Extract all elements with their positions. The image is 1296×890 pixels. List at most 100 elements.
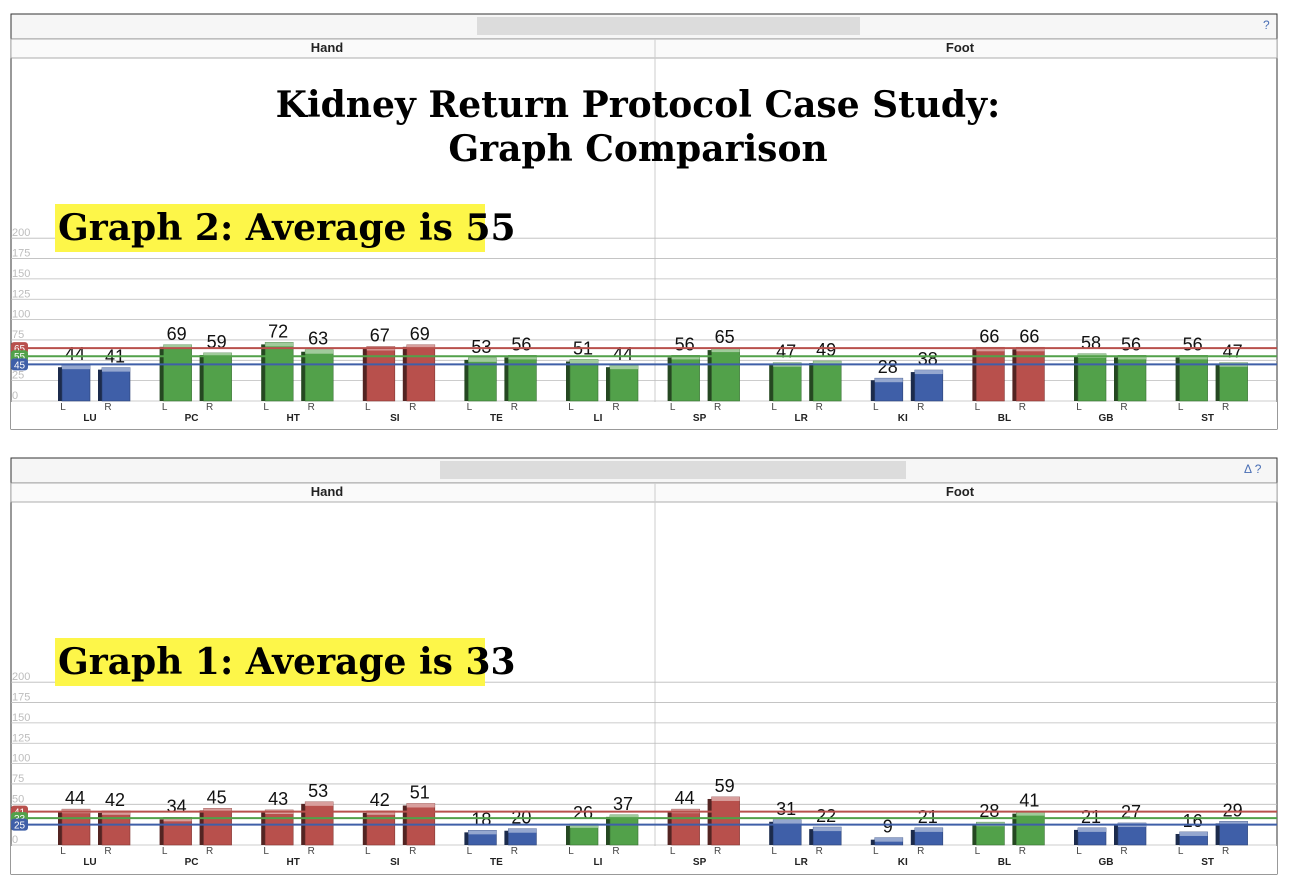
side-label-r: R <box>511 402 518 413</box>
bar-side <box>972 824 977 845</box>
data-label: 65 <box>715 327 735 347</box>
y-tick-label: 175 <box>12 248 30 260</box>
bar-si-l <box>366 810 396 846</box>
bar-top <box>1179 831 1208 836</box>
bar-side <box>1215 364 1220 401</box>
bar-top <box>508 828 537 833</box>
y-tick-label: 25 <box>12 370 24 382</box>
side-label-r: R <box>714 846 721 857</box>
bar-gb-r <box>1117 355 1147 402</box>
bar-ht-r <box>304 801 334 846</box>
graph-label-highlight <box>55 638 485 686</box>
bar-top <box>1179 355 1208 360</box>
side-label-r: R <box>1019 846 1026 857</box>
category-label: ST <box>1201 413 1214 424</box>
side-label-l: L <box>1178 846 1184 857</box>
section-header <box>10 482 1278 503</box>
y-tick-label: 125 <box>12 288 30 300</box>
bar-top <box>305 349 334 354</box>
data-label: 44 <box>65 788 85 808</box>
data-label: 34 <box>167 796 187 816</box>
bar-top <box>366 810 395 815</box>
side-label-r: R <box>308 846 315 857</box>
data-label: 63 <box>308 329 328 349</box>
bar-side <box>1114 357 1118 401</box>
bar-top <box>305 801 334 806</box>
bar-sp-l <box>671 808 700 846</box>
bar-top <box>671 355 700 360</box>
bar-top <box>773 819 802 824</box>
data-label: 47 <box>1223 342 1243 362</box>
bar-side <box>159 346 164 401</box>
bar-st-l <box>1179 355 1208 402</box>
data-label: 53 <box>471 337 491 357</box>
bar-side <box>504 830 509 845</box>
side-label-r: R <box>104 402 111 413</box>
bar-top <box>406 344 435 349</box>
y-tick-label: 0 <box>12 390 18 402</box>
bar-sp-l <box>671 355 700 402</box>
data-label: 56 <box>511 334 531 354</box>
side-label-r: R <box>816 846 823 857</box>
bar-side <box>769 821 774 845</box>
bar-side <box>362 348 367 401</box>
bar-side <box>870 380 875 401</box>
bar-side <box>809 829 814 845</box>
data-label: 47 <box>776 342 796 362</box>
category-label: SP <box>693 413 707 424</box>
bar-top <box>1118 355 1146 360</box>
data-label: 67 <box>370 325 390 345</box>
bar-top <box>468 830 497 835</box>
bar-side <box>910 829 915 845</box>
bar-top <box>163 817 192 822</box>
data-label: 69 <box>410 324 430 344</box>
side-label-l: L <box>60 846 66 857</box>
bar-top <box>265 342 294 347</box>
side-label-l: L <box>1178 402 1184 413</box>
data-label: 44 <box>613 344 633 364</box>
bar-side <box>504 357 509 401</box>
reference-badge <box>11 818 28 831</box>
category-label: TE <box>490 413 503 424</box>
data-label: 9 <box>883 817 893 837</box>
side-label-r: R <box>409 402 416 413</box>
side-label-r: R <box>1120 846 1127 857</box>
data-label: 56 <box>1183 334 1203 354</box>
bar-side <box>301 351 306 401</box>
data-label: 56 <box>1121 334 1141 354</box>
bar-bl-r <box>1016 811 1045 846</box>
bar-top <box>570 823 598 828</box>
bar-top <box>1016 811 1045 816</box>
bar-side <box>1074 355 1078 401</box>
bar-side <box>606 367 610 401</box>
side-label-r: R <box>104 846 111 857</box>
graph-label: Graph 1: Average is 33 <box>58 641 516 683</box>
side-label-l: L <box>670 846 676 857</box>
side-label-r: R <box>612 846 619 857</box>
side-label-r: R <box>612 402 619 413</box>
data-label: 59 <box>715 776 735 796</box>
bar-side <box>667 811 672 845</box>
bar-li-r <box>609 364 639 402</box>
bar-top <box>102 810 130 815</box>
bar-side <box>261 344 266 401</box>
side-label-l: L <box>568 846 574 857</box>
bar-lu-l <box>61 364 91 402</box>
data-label: 43 <box>268 789 288 809</box>
bar-sp-r <box>711 796 740 846</box>
reference-badge-label: 45 <box>14 360 26 371</box>
bar-ht-r <box>304 349 334 402</box>
category-label: LI <box>594 857 603 868</box>
y-tick-label: 200 <box>12 671 30 683</box>
side-label-r: R <box>816 402 823 413</box>
bar-lu-r <box>101 367 131 402</box>
bar-side <box>58 367 62 401</box>
section-label-hand: Hand <box>311 40 344 55</box>
category-label: LR <box>795 857 809 868</box>
bar-side <box>1114 825 1118 845</box>
bar-pc-r <box>203 808 232 846</box>
category-label: LR <box>795 413 809 424</box>
data-label: 22 <box>816 806 836 826</box>
bar-pc-l <box>163 817 192 846</box>
data-label: 58 <box>1081 333 1101 353</box>
